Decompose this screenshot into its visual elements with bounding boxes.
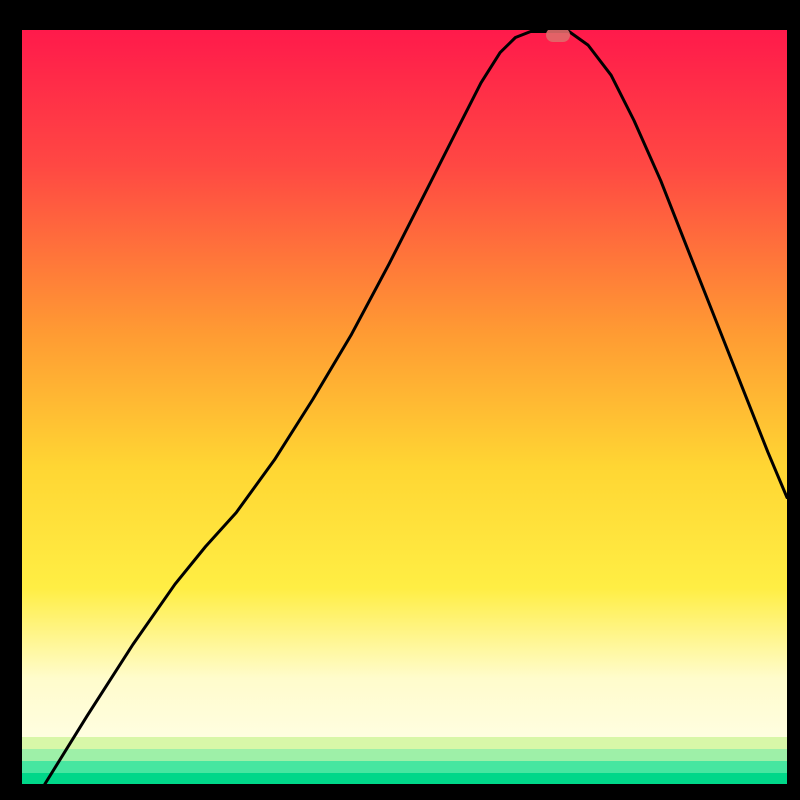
canvas: TheBottleneck.com — [0, 0, 800, 800]
plot-area — [22, 30, 787, 784]
frame-top — [0, 0, 800, 30]
minimum-marker — [546, 30, 570, 42]
frame-right — [787, 0, 800, 800]
curve-path — [45, 32, 787, 785]
curve-line — [22, 30, 787, 784]
frame-bottom — [0, 784, 800, 800]
frame-left — [0, 0, 22, 800]
